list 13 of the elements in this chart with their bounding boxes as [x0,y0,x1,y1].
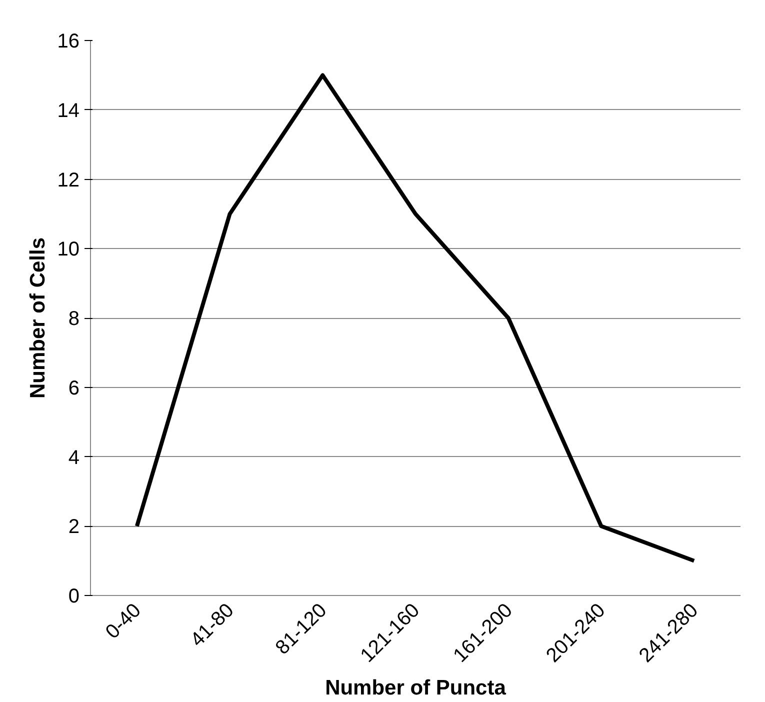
x-axis-title: Number of Puncta [325,676,506,700]
line-series [134,73,696,563]
y-axis-title: Number of Cells [26,237,50,399]
y-tick-label: 12 [57,169,80,192]
y-tick-label: 16 [57,30,80,52]
y-tick-label: 8 [68,308,80,330]
x-tick-label: 0-40 [102,599,146,644]
y-tick-label: 2 [68,516,80,538]
y-tick-label: 10 [57,238,80,261]
y-tick-label: 14 [57,100,80,122]
y-tick-label: 6 [68,377,80,400]
y-tick-label: 4 [68,446,80,469]
y-tick-label: 0 [68,586,80,608]
